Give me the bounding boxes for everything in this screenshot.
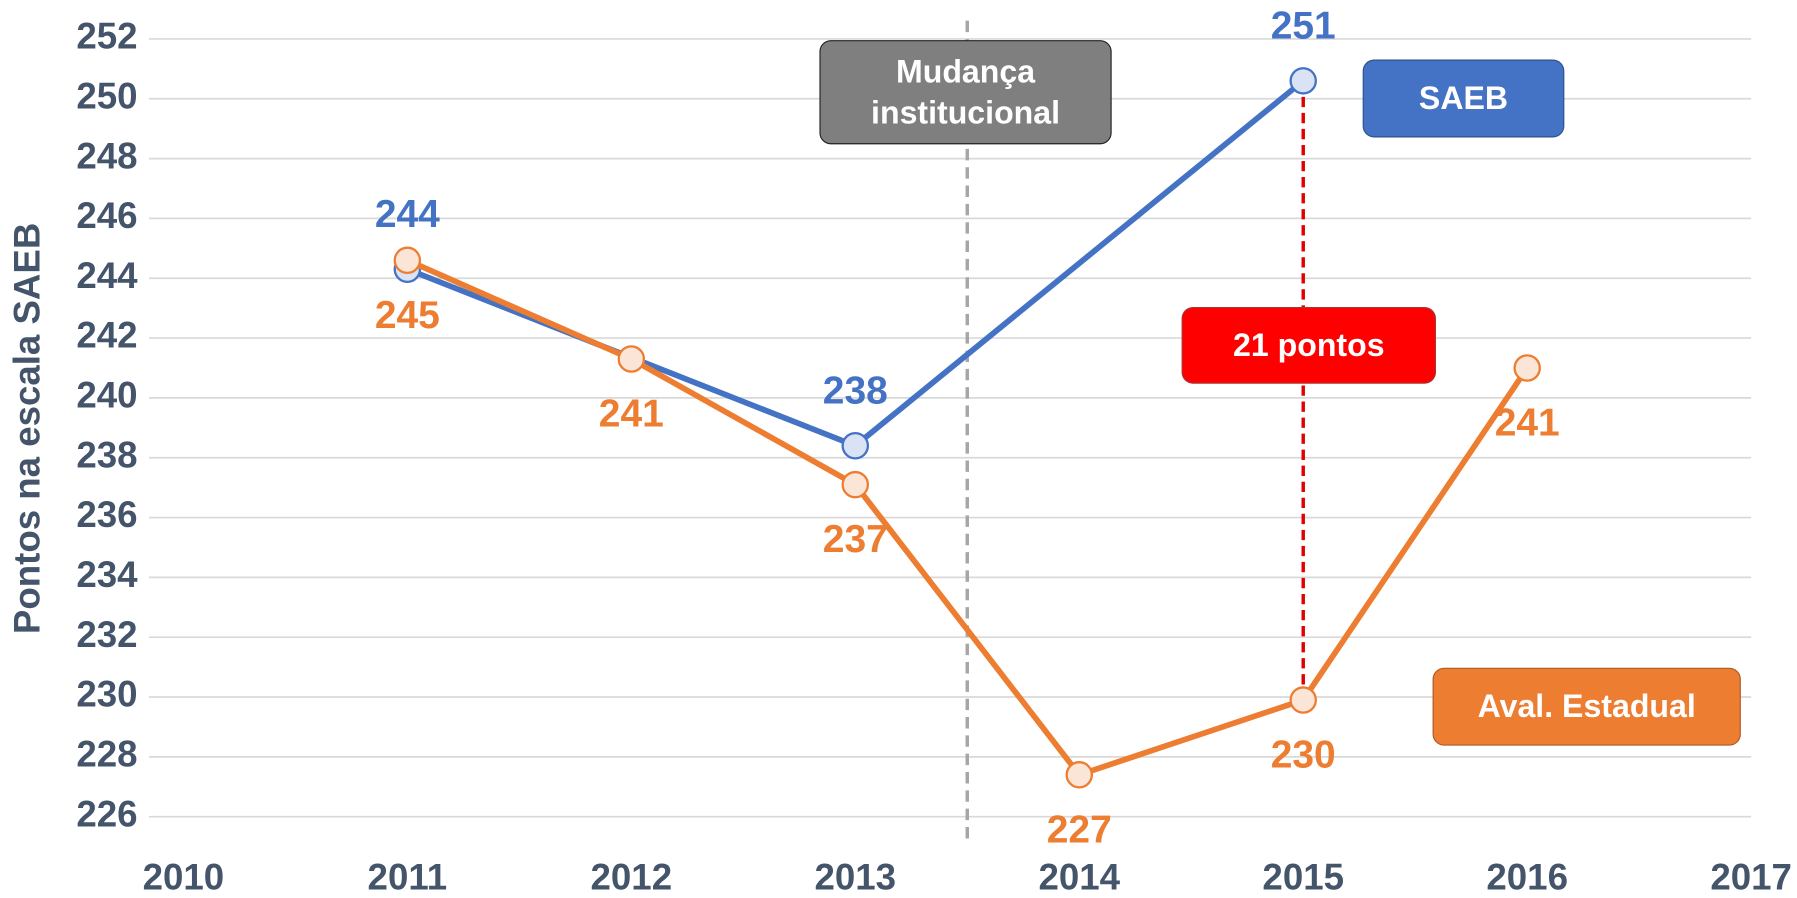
x-tick-label: 2012: [591, 856, 673, 897]
x-tick-label: 2011: [368, 856, 448, 897]
legend-entry: Aval. Estadual: [1432, 667, 1741, 746]
x-tick-label: 2016: [1486, 856, 1568, 897]
point: [1513, 354, 1541, 382]
annotation-box: Mudança institucional: [819, 40, 1112, 145]
y-tick-label: 250: [76, 75, 137, 116]
data-label: 241: [1495, 402, 1560, 445]
x-tick-label: 2013: [814, 856, 896, 897]
y-tick-label: 236: [76, 494, 137, 535]
y-tick-label: 234: [76, 554, 138, 595]
data-label: 237: [823, 518, 888, 561]
y-tick-label: 244: [76, 255, 138, 296]
y-tick-label: 238: [76, 434, 137, 475]
data-label: 251: [1271, 4, 1336, 47]
point: [841, 470, 870, 499]
y-tick-label: 252: [76, 16, 137, 57]
data-label: 238: [823, 369, 888, 412]
legend-entry: SAEB: [1362, 59, 1565, 138]
annotation-box: 21 pontos: [1181, 306, 1437, 384]
point: [1289, 67, 1317, 95]
x-tick-label: 2014: [1038, 856, 1120, 897]
data-label: 244: [375, 193, 440, 236]
point: [1065, 761, 1094, 789]
y-tick-label: 240: [76, 375, 137, 416]
x-tick-label: 2010: [143, 856, 225, 897]
data-label: 230: [1271, 734, 1336, 777]
y-tick-label: 242: [76, 315, 137, 356]
point: [393, 246, 422, 275]
x-tick-label: 2015: [1262, 856, 1344, 897]
point: [841, 432, 870, 460]
y-tick-label: 228: [76, 734, 137, 775]
data-label: 245: [375, 294, 440, 337]
y-axis-label: Pontos na escala SAEB: [6, 223, 47, 634]
y-tick-label: 232: [76, 614, 137, 655]
y-tick-label: 226: [76, 793, 137, 834]
x-tick-label: 2017: [1710, 856, 1792, 897]
y-tick-label: 246: [76, 195, 137, 236]
point: [617, 345, 646, 373]
data-label: 241: [599, 393, 664, 436]
y-tick-label: 248: [76, 135, 137, 176]
point: [1289, 686, 1317, 714]
series-line: [406, 257, 1530, 778]
y-tick-label: 230: [76, 674, 137, 715]
data-label: 227: [1047, 808, 1112, 851]
